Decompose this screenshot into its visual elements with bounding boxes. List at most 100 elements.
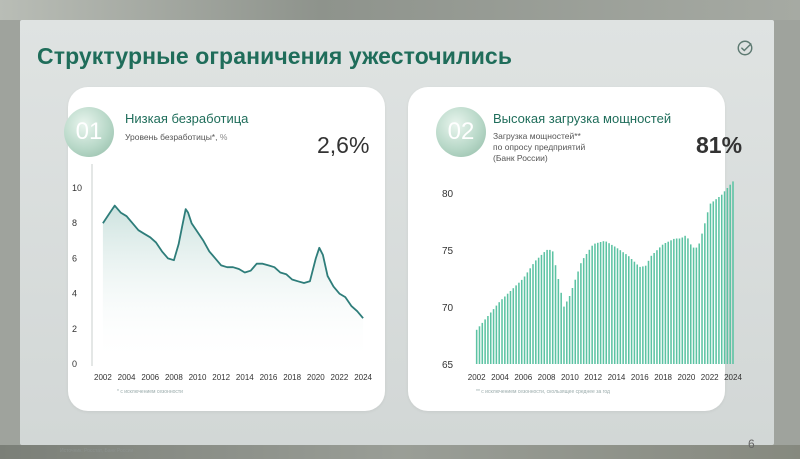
unemployment-x-tick-label: 2010: [189, 373, 207, 382]
unemployment-x-tick-label: 2006: [141, 373, 159, 382]
capacity-x-tick-label: 2018: [654, 373, 672, 382]
capacity-bar: [723, 191, 726, 364]
background-bottom: [0, 445, 800, 459]
capacity-x-tick-label: 2014: [608, 373, 626, 382]
capacity-bar: [636, 264, 639, 364]
unemployment-y-tick-label: 10: [72, 183, 82, 193]
capacity-bar: [481, 322, 484, 364]
capacity-bar: [687, 238, 689, 364]
capacity-x-tick-label: 2020: [678, 373, 696, 382]
capacity-bar: [628, 256, 630, 364]
capacity-bar: [650, 255, 653, 364]
capacity-bar: [546, 249, 548, 364]
capacity-bar: [701, 233, 703, 364]
capacity-bar: [673, 238, 675, 364]
capacity-bar: [622, 252, 624, 364]
unemployment-subtitle: Уровень безработицы*, %: [125, 132, 227, 143]
unemployment-title: Низкая безработица: [125, 111, 249, 126]
capacity-x-tick-label: 2006: [514, 373, 532, 382]
capacity-bar: [478, 326, 481, 364]
capacity-bar: [551, 251, 554, 364]
unemployment-y-tick-label: 2: [72, 324, 77, 334]
capacity-bar: [599, 242, 602, 364]
unemployment-x-tick-label: 2012: [212, 373, 230, 382]
capacity-subtitle-line-2: по опросу предприятий: [493, 142, 586, 152]
capacity-bar: [729, 184, 731, 364]
capacity-bar: [566, 301, 568, 364]
capacity-y-tick-label: 65: [442, 360, 454, 371]
capacity-bar: [571, 288, 574, 364]
capacity-bar: [689, 244, 692, 364]
unemployment-y-tick-label: 6: [72, 253, 77, 263]
capacity-bar: [523, 276, 526, 364]
unemployment-x-tick-label: 2014: [236, 373, 254, 382]
capacity-bar: [653, 253, 655, 364]
capacity-bar: [518, 282, 520, 364]
capacity-bar: [633, 261, 636, 364]
unemployment-x-tick-label: 2024: [354, 373, 372, 382]
capacity-subtitle-line-3: (Банк России): [493, 153, 548, 163]
capacity-y-tick-label: 70: [442, 303, 454, 314]
capacity-bar: [695, 247, 698, 364]
card-number-02: 02: [447, 118, 475, 145]
capacity-x-tick-label: 2022: [701, 373, 719, 382]
capacity-bar: [675, 238, 678, 364]
card-number-01: 01: [75, 118, 103, 145]
capacity-bar: [616, 248, 619, 364]
capacity-bar: [712, 201, 715, 364]
unemployment-x-tick-label: 2020: [307, 373, 325, 382]
capacity-bar: [512, 288, 515, 364]
unemployment-x-tick-label: 2016: [260, 373, 278, 382]
capacity-bar: [639, 266, 641, 364]
capacity-bar: [619, 250, 622, 364]
capacity-bar: [684, 235, 686, 364]
capacity-x-tick-label: 2002: [468, 373, 486, 382]
capacity-bar: [563, 306, 565, 364]
capacity-bar: [526, 272, 529, 364]
capacity-bar: [504, 296, 506, 364]
unemployment-y-tick-label: 0: [72, 359, 77, 369]
capacity-x-tick-label: 2004: [491, 373, 509, 382]
unemployment-y-tick-label: 4: [72, 289, 77, 299]
capacity-bar: [509, 291, 512, 364]
unemployment-highlight-value: 2,6%: [317, 132, 370, 158]
sber-check-icon: [737, 40, 753, 56]
capacity-x-tick-label: 2008: [538, 373, 556, 382]
unemployment-footnote: * с исключением сезонности: [117, 389, 183, 395]
card-number-badge-02: 02: [436, 107, 486, 157]
capacity-bar: [537, 257, 540, 364]
capacity-bar: [498, 302, 500, 364]
slide-title: Структурные ограничения ужесточились: [37, 43, 513, 69]
capacity-bar: [718, 197, 720, 364]
capacity-bar: [540, 254, 543, 364]
unemployment-y-tick-label: 8: [72, 218, 77, 228]
capacity-bar: [630, 259, 633, 364]
capacity-bar: [726, 188, 729, 364]
capacity-bar: [709, 203, 712, 364]
capacity-bar: [484, 319, 486, 364]
capacity-bar: [656, 250, 658, 364]
unemployment-x-tick-label: 2022: [331, 373, 349, 382]
capacity-bar: [588, 249, 591, 364]
capacity-bar: [720, 194, 723, 364]
capacity-bar: [597, 242, 599, 364]
capacity-x-tick-label: 2016: [631, 373, 649, 382]
capacity-bar: [529, 268, 531, 364]
capacity-bar: [611, 244, 613, 364]
capacity-bar: [625, 254, 627, 364]
capacity-subtitle-line-1: Загрузка мощностей**: [493, 131, 581, 141]
capacity-bar: [681, 237, 684, 364]
capacity-bar: [608, 243, 610, 364]
capacity-title: Высокая загрузка мощностей: [493, 111, 672, 126]
capacity-bar: [560, 292, 562, 364]
capacity-bar: [591, 245, 593, 364]
capacity-x-tick-label: 2010: [561, 373, 579, 382]
card-number-badge-01: 01: [64, 107, 114, 157]
unemployment-subtitle-text: Уровень безработицы*,: [125, 132, 218, 142]
capacity-bar: [664, 243, 667, 364]
capacity-bar: [698, 243, 700, 364]
capacity-bar: [568, 296, 571, 364]
capacity-bar: [475, 329, 478, 364]
